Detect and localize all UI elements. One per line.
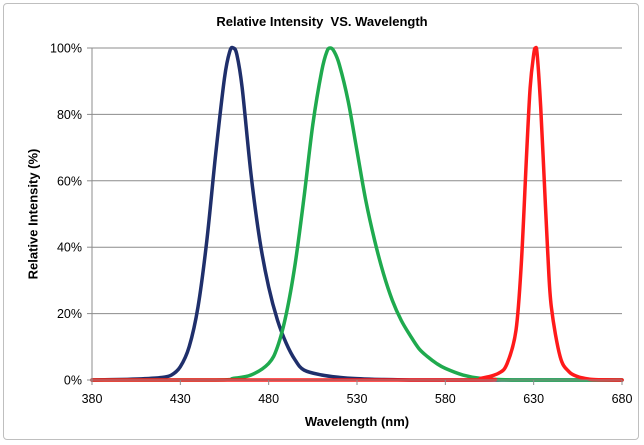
grid-lines: [92, 47, 622, 315]
x-tick-label: 530: [347, 392, 368, 406]
y-tick-label: 20%: [57, 307, 82, 321]
x-tick-label: 680: [612, 392, 633, 406]
series-layer: [90, 45, 624, 382]
y-tick-labels: 0% 20% 40% 60% 80% 100%: [50, 42, 82, 388]
x-tick-label: 380: [82, 392, 103, 406]
y-tick-label: 0%: [64, 374, 82, 388]
y-tick-label: 100%: [50, 42, 82, 56]
x-tick-label: 480: [258, 392, 279, 406]
y-tick-label: 80%: [57, 108, 82, 122]
x-tick-labels: 380 430 480 530 580 630 680: [82, 392, 633, 406]
series-line-green: [90, 46, 624, 382]
series-line-red: [90, 45, 624, 382]
y-tick-label: 60%: [57, 174, 82, 188]
y-tick-label: 40%: [57, 241, 82, 255]
series-line-blue: [90, 45, 624, 382]
x-tick-label: 580: [435, 392, 456, 406]
x-tick-label: 430: [170, 392, 191, 406]
x-axis-label: Wavelength (nm): [304, 414, 410, 429]
chart-title: Relative Intensity VS. Wavelength: [216, 14, 428, 29]
axes: [87, 47, 623, 385]
x-tick-label: 630: [523, 392, 544, 406]
